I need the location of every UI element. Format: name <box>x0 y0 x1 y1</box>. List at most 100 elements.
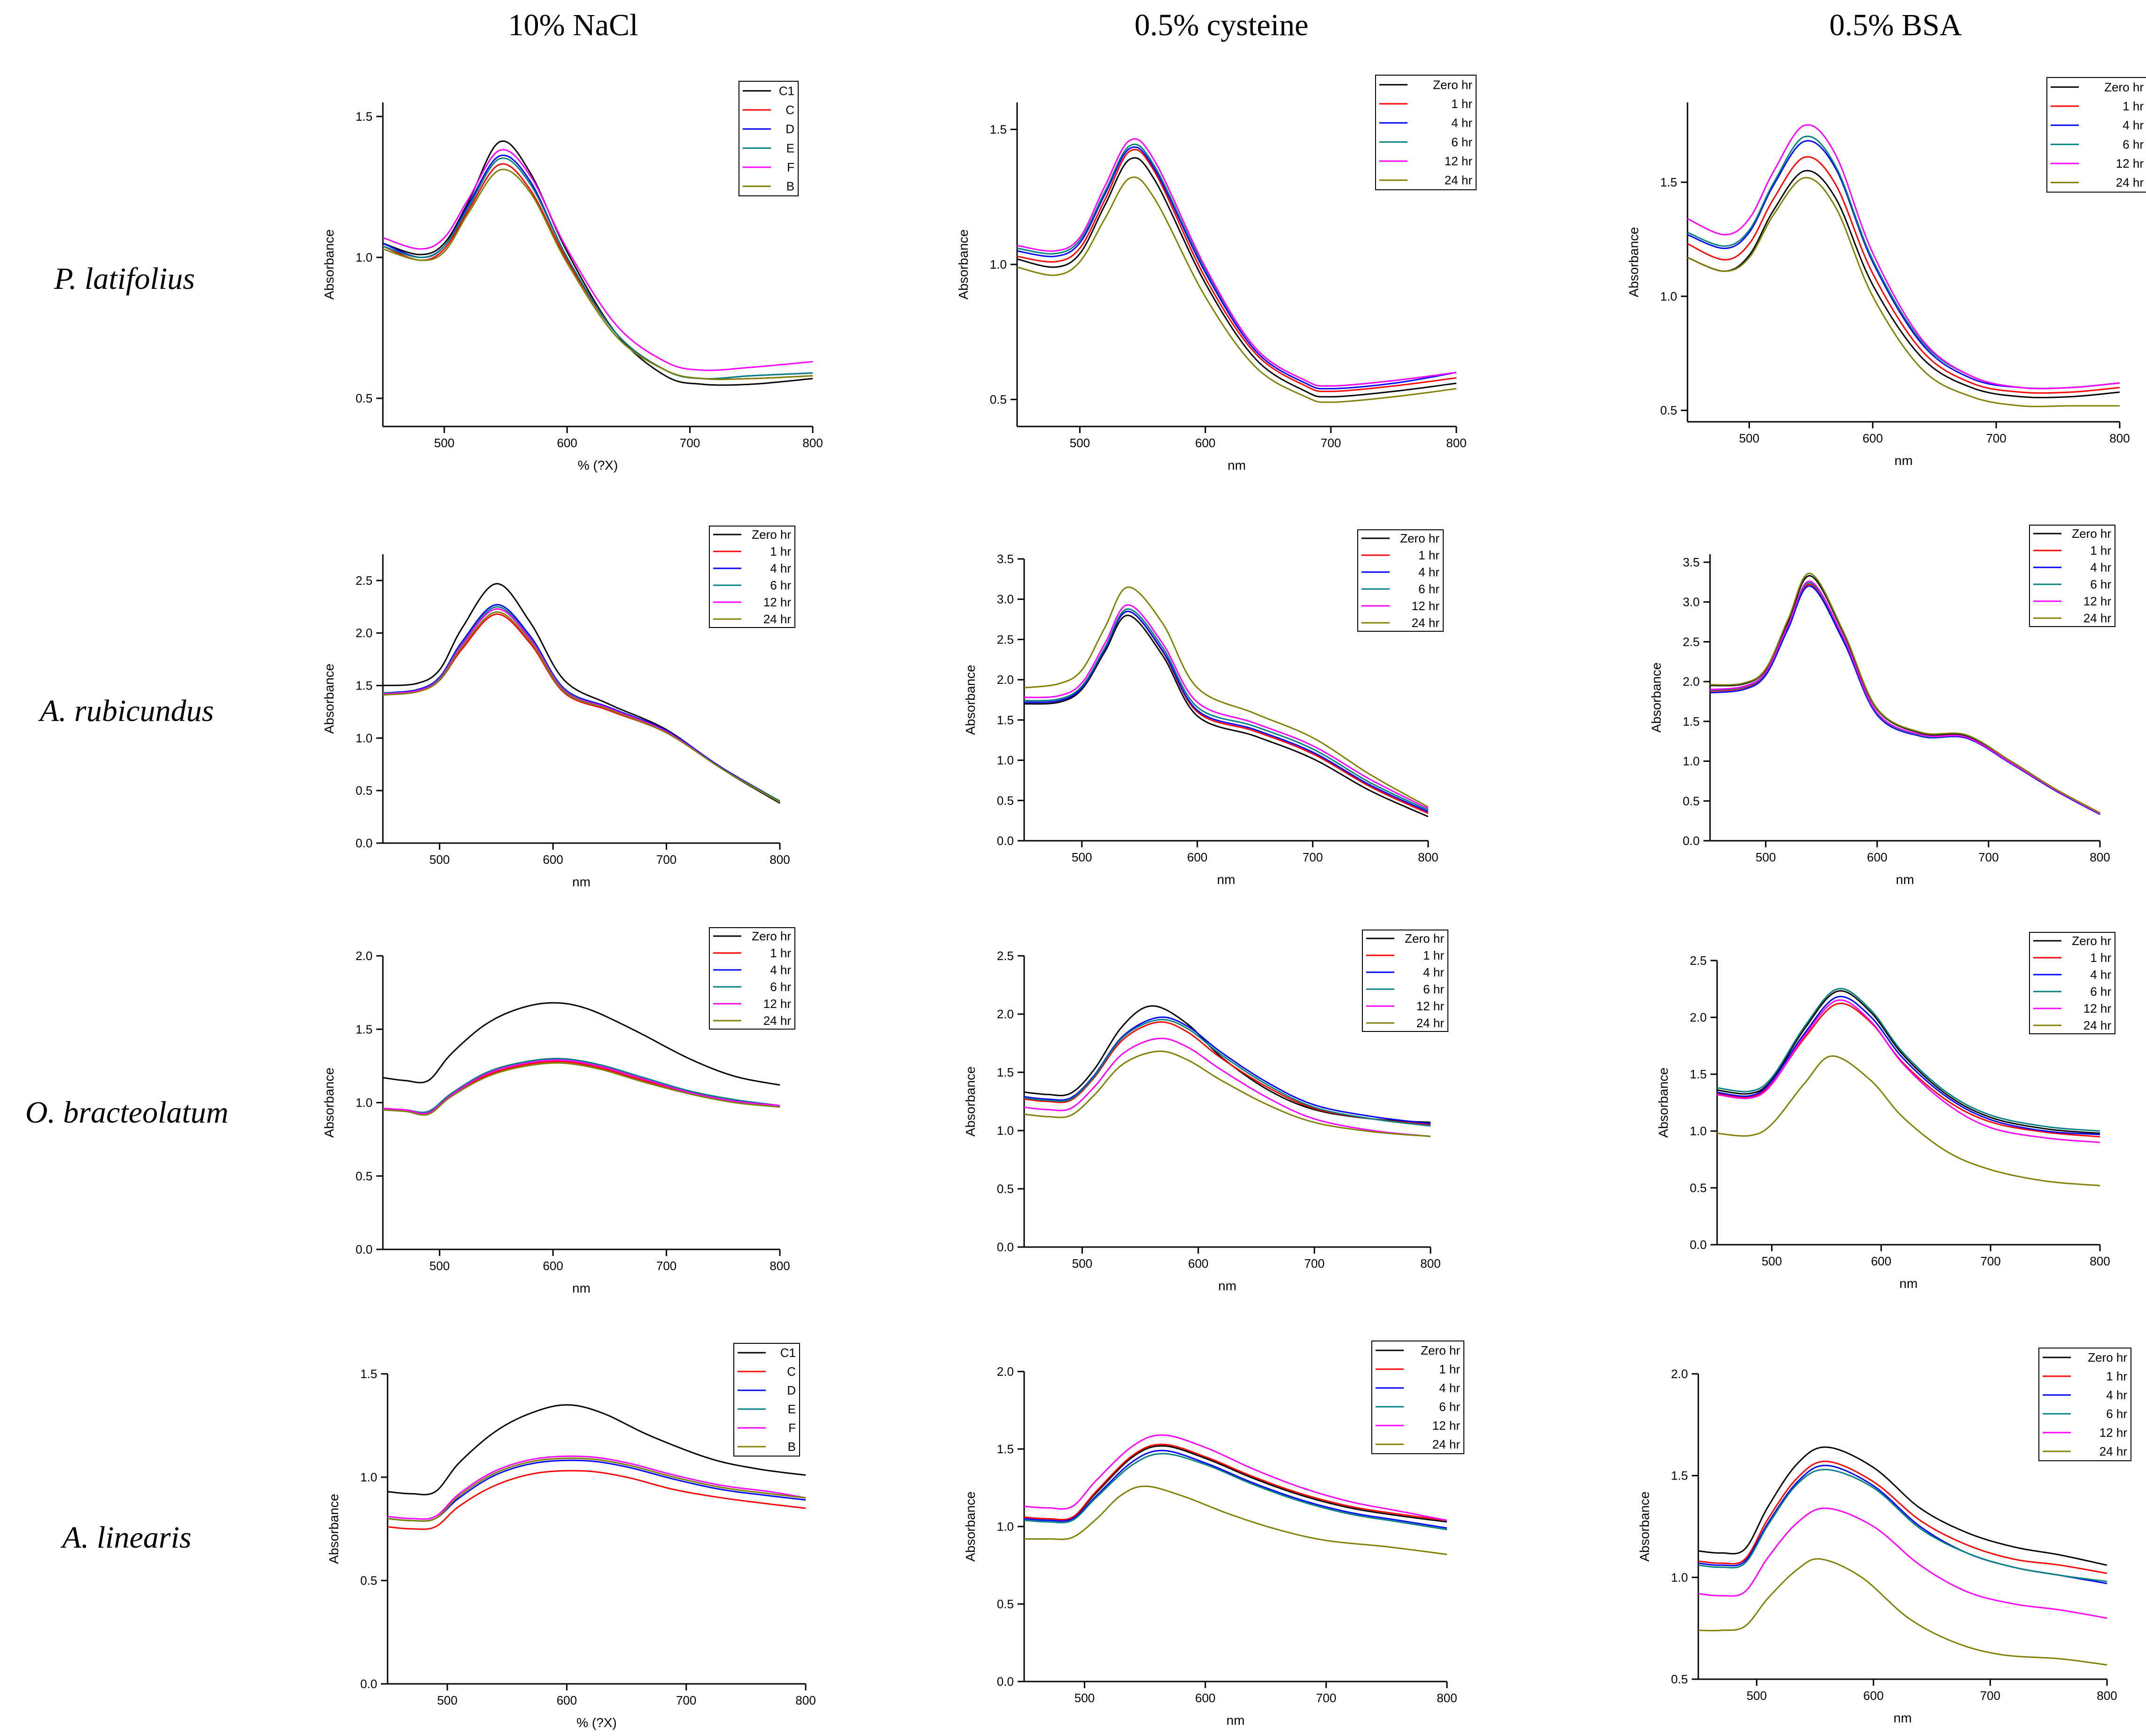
legend-entry: Zero hr <box>752 929 791 943</box>
y-tick-label: 1.5 <box>356 1022 373 1036</box>
y-tick-label: 0.0 <box>997 1240 1014 1254</box>
series-line-zero-hr <box>1024 1005 1431 1124</box>
row-label-a-rubicundus: A. rubicundus <box>38 694 214 728</box>
series-line-1-hr <box>1717 1002 2100 1138</box>
y-tick-label: 2.0 <box>997 1364 1014 1379</box>
x-tick-label: 600 <box>543 1259 563 1273</box>
x-tick-label: 600 <box>543 852 563 867</box>
x-tick-label: 600 <box>1867 850 1887 864</box>
legend-entry: 6 hr <box>1439 1400 1460 1414</box>
legend-box <box>1371 1341 1464 1454</box>
legend-entry: D <box>785 122 794 136</box>
series-line-24-hr <box>1687 177 2120 407</box>
y-tick-label: 1.0 <box>997 1519 1014 1534</box>
legend-entry: 24 hr <box>2116 176 2144 190</box>
series-line-zero-hr <box>1024 614 1429 817</box>
y-tick-label: 1.5 <box>997 1442 1014 1456</box>
legend-box <box>1362 930 1448 1032</box>
y-tick-label: 1.5 <box>997 713 1014 727</box>
legend-entry: C1 <box>780 1346 796 1360</box>
chart-2-0: 500 600 700 800 0.0 0.5 1.0 1.5 2.0 nm Absorbance Z… <box>322 927 795 1295</box>
y-tick-label: 2.0 <box>1671 1367 1688 1381</box>
x-tick-label: 800 <box>1420 1256 1440 1271</box>
series-line-1-hr <box>1024 1443 1447 1521</box>
legend-entry: 12 hr <box>2084 1001 2112 1015</box>
x-tick-label: 700 <box>680 436 700 450</box>
legend-entry: E <box>788 1402 796 1416</box>
x-axis-label: nm <box>1218 1279 1236 1293</box>
legend-entry: Zero hr <box>2072 934 2111 948</box>
legend-box <box>2046 77 2146 193</box>
x-tick-label: 500 <box>1762 1254 1782 1268</box>
x-tick-label: 500 <box>1072 1256 1092 1271</box>
x-axis-label: nm <box>1896 872 1914 887</box>
series-line-12-hr <box>1687 124 2120 389</box>
legend-entry: 12 hr <box>2084 594 2112 608</box>
legend-entry: F <box>788 1421 796 1435</box>
y-tick-label: 1.0 <box>1690 1124 1707 1138</box>
legend-entry: Zero hr <box>1421 1343 1460 1357</box>
legend-entry: 6 hr <box>2090 984 2111 999</box>
x-tick-label: 800 <box>2090 1254 2110 1268</box>
legend-entry: Zero hr <box>1400 531 1439 545</box>
y-tick-label: 0.0 <box>1683 834 1700 848</box>
x-tick-label: 800 <box>770 1259 790 1273</box>
legend-entry: 4 hr <box>770 561 791 575</box>
x-tick-label: 500 <box>1070 436 1090 450</box>
x-axis-label: nm <box>572 875 591 889</box>
chart-1-2: 500 600 700 800 0.0 0.5 1.0 1.5 2.0 2.5 3.0 3.5 nm Ab… <box>1649 525 2115 887</box>
legend-box <box>2038 1348 2131 1461</box>
legend: Zero hr 1 hr 4 hr 6 hr 12 hr 24 hr <box>709 526 795 628</box>
y-tick-label: 0.0 <box>360 1677 377 1691</box>
y-tick-label: 1.0 <box>1683 754 1700 768</box>
y-axis-label: Absorbance <box>1626 227 1641 297</box>
x-tick-label: 600 <box>1871 1254 1891 1268</box>
chart-0-1: 500 600 700 800 0.5 1.0 1.5 nm Absorbance Zero hr… <box>956 75 1477 473</box>
x-tick-label: 700 <box>1986 431 2006 445</box>
legend-entry: Zero hr <box>1405 931 1444 946</box>
series-line-zero-hr <box>1687 170 2120 398</box>
series-line-24-hr <box>382 1062 780 1116</box>
legend-entry: 12 hr <box>763 997 792 1011</box>
y-tick-label: 1.0 <box>1660 289 1677 303</box>
series-line-4-hr <box>382 604 780 802</box>
legend-entry: 12 hr <box>1432 1418 1461 1433</box>
x-tick-label: 600 <box>1863 1689 1883 1703</box>
legend-entry: 4 hr <box>1451 116 1472 130</box>
y-tick-label: 0.5 <box>997 793 1014 807</box>
legend: Zero hr 1 hr 4 hr 6 hr 12 hr 24 hr <box>1375 75 1477 190</box>
legend-entry: 6 hr <box>770 980 791 994</box>
legend-entry: 6 hr <box>2090 577 2111 591</box>
y-tick-label: 0.5 <box>1660 403 1677 418</box>
x-axis-label: nm <box>1899 1276 1918 1291</box>
y-tick-label: 2.5 <box>997 632 1014 646</box>
legend-box <box>1357 529 1444 632</box>
x-axis-label: nm <box>1228 458 1246 473</box>
series-line-1-hr <box>1024 1021 1431 1126</box>
y-tick-label: 1.0 <box>356 1096 373 1110</box>
y-tick-label: 1.0 <box>997 753 1014 767</box>
y-tick-label: 1.5 <box>356 679 373 693</box>
column-header-bsa: 0.5% BSA <box>1829 8 1962 42</box>
series-line-zero-hr <box>1017 157 1457 398</box>
series-line-6-hr <box>1024 1453 1447 1531</box>
series-line-12-hr <box>1024 1434 1447 1521</box>
y-tick-label: 0.0 <box>356 1242 373 1256</box>
x-tick-label: 800 <box>795 1693 816 1707</box>
series-line-24-hr <box>1698 1558 2107 1666</box>
series-line-4-hr <box>1017 146 1457 390</box>
x-tick-label: 700 <box>1980 1689 2000 1703</box>
row-label-a-linearis: A. linearis <box>61 1520 192 1555</box>
series-line-24-hr <box>1024 586 1429 808</box>
series-line-1-hr <box>1687 156 2120 394</box>
y-tick-label: 1.5 <box>997 1065 1014 1079</box>
y-tick-label: 2.0 <box>997 1007 1014 1021</box>
column-header-cysteine: 0.5% cysteine <box>1135 8 1308 42</box>
x-tick-label: 600 <box>1863 431 1883 445</box>
chart-1-1: 500 600 700 800 0.0 0.5 1.0 1.5 2.0 2.5 3.0 3.5 nm Ab… <box>963 529 1444 887</box>
legend-entry: 12 hr <box>1445 154 1473 168</box>
legend-entry: 12 hr <box>1412 599 1440 613</box>
chart-1-0: 500 600 700 800 0.0 0.5 1.0 1.5 2.0 2.5 nm Absorban… <box>322 526 795 889</box>
x-axis-label: nm <box>1227 1713 1245 1728</box>
